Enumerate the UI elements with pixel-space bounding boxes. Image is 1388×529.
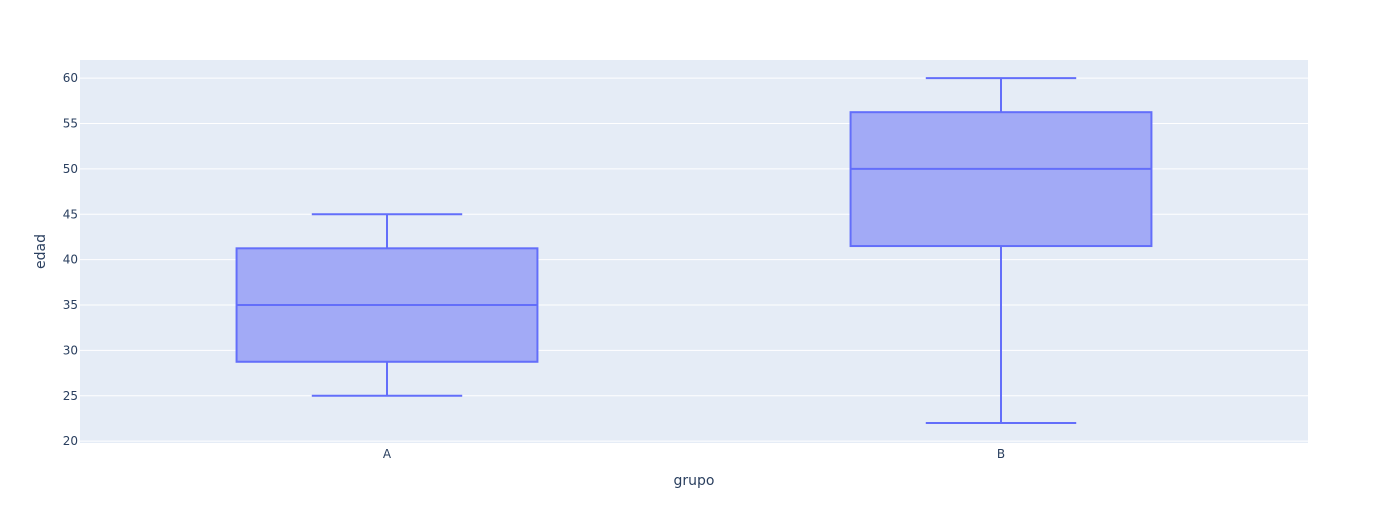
y-axis-title: edad bbox=[33, 234, 49, 269]
y-tick-label-55: 55 bbox=[63, 117, 78, 131]
box-A bbox=[235, 213, 539, 397]
y-tick-label-60: 60 bbox=[63, 71, 78, 85]
x-tick-label-A: A bbox=[383, 447, 392, 461]
y-axis-ticks: 20 25 30 35 40 45 50 55 60 bbox=[63, 71, 78, 448]
y-tick-label-45: 45 bbox=[63, 207, 78, 221]
y-tick-label-25: 25 bbox=[63, 389, 78, 403]
iqr-box-B bbox=[849, 111, 1153, 248]
x-axis-title: grupo bbox=[674, 473, 715, 489]
y-tick-label-35: 35 bbox=[63, 298, 78, 312]
box-series bbox=[235, 77, 1153, 425]
x-tick-label-B: B bbox=[997, 447, 1005, 461]
y-tick-label-40: 40 bbox=[63, 253, 78, 267]
y-tick-label-20: 20 bbox=[63, 434, 78, 448]
y-tick-label-50: 50 bbox=[63, 162, 78, 176]
box-B bbox=[849, 77, 1153, 425]
y-tick-label-30: 30 bbox=[63, 343, 78, 357]
